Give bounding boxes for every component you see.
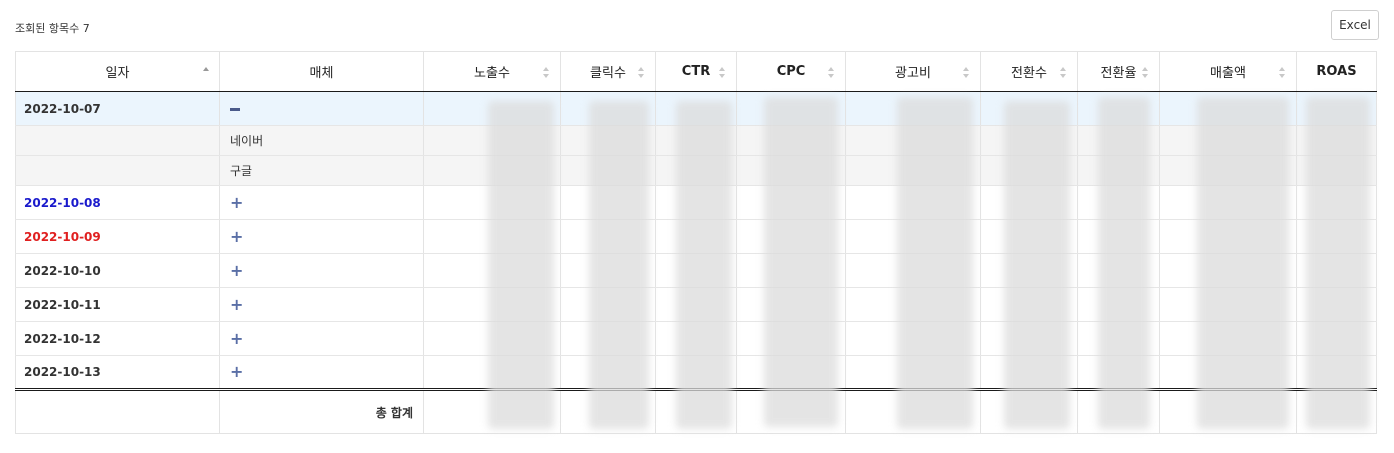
redacted-revenue bbox=[1197, 97, 1289, 429]
col-header-impressions[interactable]: 노출수 bbox=[423, 51, 561, 92]
row-date: 2022-10-11 bbox=[15, 287, 220, 322]
col-header-ctr[interactable]: CTR bbox=[655, 51, 737, 92]
col-header-ad-cost[interactable]: 광고비 bbox=[845, 51, 981, 92]
col-header-clicks[interactable]: 클릭수 bbox=[560, 51, 656, 92]
plus-icon[interactable]: + bbox=[230, 226, 244, 246]
col-header-cpc[interactable]: CPC bbox=[736, 51, 846, 92]
sort-icon bbox=[638, 67, 645, 78]
result-count: 조회된 항목수 7 bbox=[15, 22, 90, 35]
media-name: 네이버 bbox=[219, 125, 424, 156]
plus-icon[interactable]: + bbox=[230, 294, 244, 314]
plus-icon[interactable]: + bbox=[230, 192, 244, 212]
row-toggle-cell bbox=[219, 91, 424, 126]
sort-icon bbox=[1060, 67, 1067, 78]
sort-asc-icon bbox=[203, 67, 209, 71]
plus-icon[interactable]: + bbox=[230, 260, 244, 280]
row-date: 2022-10-12 bbox=[15, 321, 220, 356]
excel-export-button[interactable]: Excel bbox=[1331, 10, 1379, 40]
sort-icon bbox=[963, 67, 970, 78]
col-header-conversions[interactable]: 전환수 bbox=[980, 51, 1078, 92]
redacted-roas bbox=[1306, 97, 1370, 429]
minus-icon[interactable] bbox=[230, 107, 240, 111]
redacted-impressions bbox=[488, 101, 554, 429]
redacted-ctr bbox=[676, 101, 732, 429]
redacted-cpc bbox=[764, 97, 838, 427]
sort-icon bbox=[1279, 67, 1286, 78]
total-label: 총 합계 bbox=[219, 389, 424, 434]
sort-icon bbox=[1142, 67, 1149, 78]
sort-icon bbox=[543, 67, 550, 78]
sort-icon bbox=[719, 67, 726, 78]
row-date: 2022-10-13 bbox=[15, 355, 220, 391]
col-header-roas[interactable]: ROAS bbox=[1296, 51, 1377, 92]
col-header-conversion-rate[interactable]: 전환율 bbox=[1077, 51, 1160, 92]
media-name: 구글 bbox=[219, 155, 424, 186]
row-date: 2022-10-09 bbox=[15, 219, 220, 254]
row-date: 2022-10-07 bbox=[15, 91, 220, 126]
row-date: 2022-10-08 bbox=[15, 185, 220, 220]
plus-icon[interactable]: + bbox=[230, 362, 244, 381]
col-header-date[interactable]: 일자 bbox=[15, 51, 220, 92]
redacted-ad-cost bbox=[897, 97, 973, 429]
redacted-conversions bbox=[1004, 101, 1070, 429]
row-date: 2022-10-10 bbox=[15, 253, 220, 288]
table-toolbar: 조회된 항목수 7 Excel bbox=[15, 0, 1379, 52]
redacted-clicks bbox=[589, 101, 649, 429]
sort-icon bbox=[828, 67, 835, 78]
redacted-conversion-rate bbox=[1098, 97, 1150, 429]
col-header-media: 매체 bbox=[219, 51, 424, 92]
col-header-revenue[interactable]: 매출액 bbox=[1159, 51, 1297, 92]
plus-icon[interactable]: + bbox=[230, 328, 244, 348]
